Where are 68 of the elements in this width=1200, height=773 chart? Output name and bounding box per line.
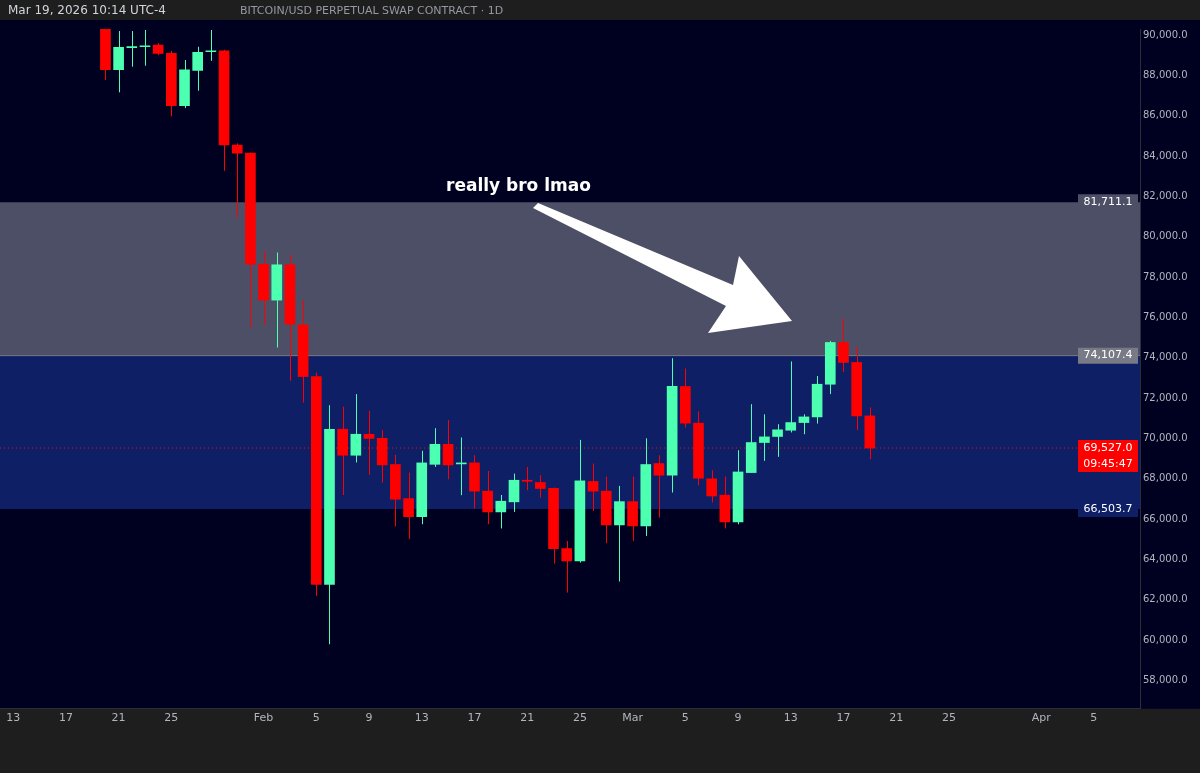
x-tick-label: 5 xyxy=(312,711,320,725)
candlestick xyxy=(192,46,204,92)
candlestick xyxy=(798,413,810,435)
y-tick-label: 88,000.0 xyxy=(1143,68,1188,80)
y-tick-label: 84,000.0 xyxy=(1143,149,1188,161)
x-tick-label: 13 xyxy=(6,711,21,725)
candlestick xyxy=(403,472,414,540)
x-tick-label: 21 xyxy=(111,711,126,725)
y-tick-label: 66,000.0 xyxy=(1143,512,1188,524)
x-tick-label: 5 xyxy=(1090,711,1098,725)
y-tick-label: 74,000.0 xyxy=(1143,351,1188,363)
candlestick xyxy=(482,470,493,525)
candlestick xyxy=(231,142,243,218)
candlestick xyxy=(759,413,770,462)
y-tick-label: 72,000.0 xyxy=(1143,391,1188,403)
candlestick xyxy=(521,466,533,491)
candlestick xyxy=(838,317,849,373)
candlestick xyxy=(508,473,520,513)
candlestick xyxy=(205,29,217,62)
x-tick-label: 17 xyxy=(467,711,482,725)
y-tick-label: 64,000.0 xyxy=(1143,553,1188,565)
x-tick-label: 25 xyxy=(572,711,587,725)
x-tick-label: 17 xyxy=(58,711,73,725)
candlestick xyxy=(561,540,573,594)
y-tick-label: 78,000.0 xyxy=(1143,270,1188,282)
candlestick xyxy=(126,30,138,68)
candlestick xyxy=(495,494,507,529)
annotation: really bro lmao xyxy=(446,175,591,195)
candlestick xyxy=(785,360,797,433)
x-tick-label: 13 xyxy=(783,711,798,725)
chart-title: BITCOIN/USD PERPETUAL SWAP CONTRACT · 1D xyxy=(240,4,504,17)
x-tick-label: 25 xyxy=(164,711,179,725)
candlestick xyxy=(706,469,718,503)
candlestick xyxy=(113,30,124,93)
x-tick-label: 17 xyxy=(836,711,851,725)
candlestick xyxy=(139,29,151,67)
y-tick-label: 70,000.0 xyxy=(1143,432,1188,444)
y-tick-label: 62,000.0 xyxy=(1143,593,1188,605)
x-tick-label: 9 xyxy=(365,711,373,725)
candlestick xyxy=(653,454,665,519)
y-tick-label: 68,000.0 xyxy=(1143,472,1188,484)
chart-subtitle: Mar 19, 2026 10:14 UTC-4 xyxy=(8,3,166,17)
y-tick-label: 60,000.0 xyxy=(1143,633,1188,645)
y-tick-label: 80,000.0 xyxy=(1143,230,1188,242)
x-tick-label: 21 xyxy=(889,711,904,725)
candlestick xyxy=(442,419,454,480)
y-tick-label: 86,000.0 xyxy=(1143,109,1188,121)
y-tick-label: 90,000.0 xyxy=(1143,28,1188,40)
candlestick xyxy=(535,474,546,499)
band-label: 66,503.7 xyxy=(1083,501,1133,515)
y-tick-label: 82,000.0 xyxy=(1143,190,1188,202)
y-tick-label: 76,000.0 xyxy=(1143,311,1188,323)
x-tick-label: 21 xyxy=(520,711,535,725)
candlestick xyxy=(587,463,599,512)
candlestick xyxy=(772,423,783,458)
x-tick-label: Apr xyxy=(1031,711,1052,725)
x-tick-label: 25 xyxy=(941,711,956,725)
band-label: 81,711.1 xyxy=(1083,195,1133,209)
x-tick-label: 5 xyxy=(681,711,689,725)
x-tick-label: Feb xyxy=(253,711,274,725)
candlestick xyxy=(429,427,441,468)
candlestick xyxy=(350,393,362,463)
ref-line-label: 74,107.4 xyxy=(1083,348,1133,362)
ref-line-label: 69,527.0 09:45:47 xyxy=(1083,440,1133,470)
x-tick-label: 13 xyxy=(414,711,429,725)
x-tick-label: Mar xyxy=(622,711,644,725)
y-tick-label: 58,000.0 xyxy=(1143,674,1188,686)
x-tick-label: 9 xyxy=(734,711,742,725)
